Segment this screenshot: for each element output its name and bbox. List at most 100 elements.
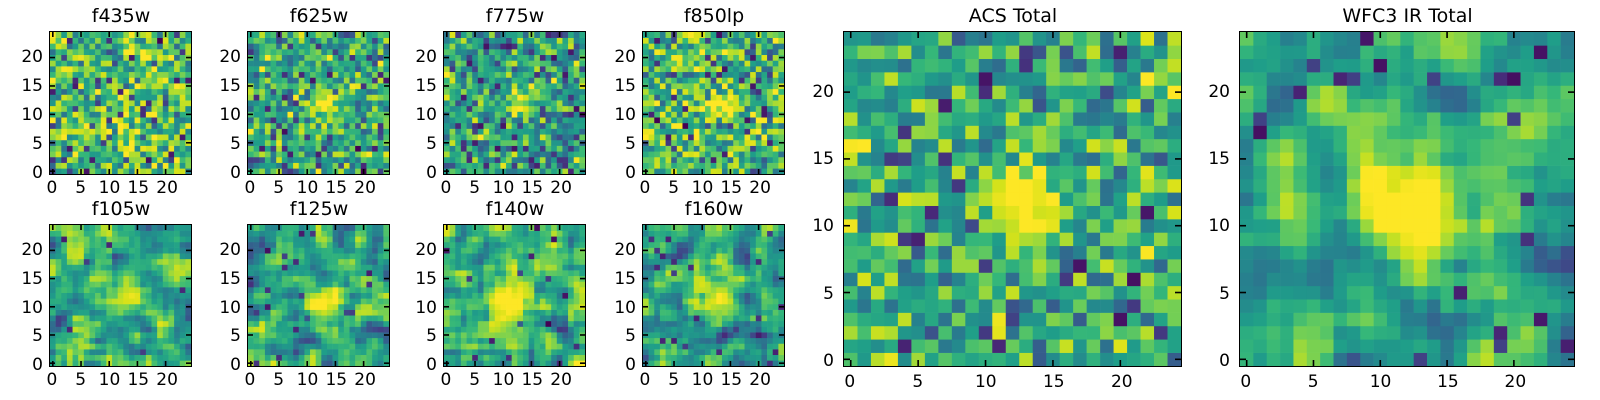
x-tick-label-f435w-5: 5 [75,178,87,198]
panel-acs-total: ACS Total 0 5 10 15 20 0 5 10 15 20 [812,5,1183,392]
panel-f435w: f435w 0 5 10 15 20 0 5 10 15 20 [21,5,193,198]
y-tick-label-f850lp-15: 15 [614,76,636,97]
x-tick-label-f160w-20: 20 [749,370,771,390]
x-tick-label-f160w-5: 5 [668,370,680,390]
y-tick-label-acs_total-5: 5 [823,283,834,304]
x-tick-label-f850lp-15: 15 [720,178,743,198]
x-tick-label-f850lp-0: 0 [639,178,651,198]
x-tick-label-f850lp-10: 10 [691,178,714,198]
heatmap-f850lp [642,31,785,175]
y-tick-label-f140w-0: 0 [426,355,437,376]
panel-f850lp: f850lp 0 5 10 15 20 0 5 10 15 20 [614,5,786,198]
panel-title-f160w: f160w [684,198,744,220]
y-tick-label-f435w-15: 15 [21,76,43,97]
y-tick-label-f105w-15: 15 [21,268,43,289]
x-tick-label-f105w-15: 15 [127,370,150,390]
y-tick-label-f160w-5: 5 [625,326,636,347]
y-tick-label-f775w-20: 20 [415,47,437,68]
x-tick-label-f435w-20: 20 [156,178,178,198]
y-tick-label-f850lp-5: 5 [625,134,636,155]
x-tick-label-f850lp-20: 20 [749,178,771,198]
x-tick-label-acs_total-20: 20 [1110,372,1133,392]
heatmap-acs-total [843,31,1182,367]
y-tick-label-f125w-10: 10 [219,297,241,318]
heatmap-f625w [247,31,390,175]
x-tick-label-f850lp-5: 5 [668,178,680,198]
panel-title-f435w: f435w [91,5,151,27]
x-tick-label-f775w-15: 15 [521,178,544,198]
x-tick-label-f125w-10: 10 [296,370,319,390]
x-tick-label-f435w-10: 10 [98,178,121,198]
panel-f160w: f160w 0 5 10 15 20 0 5 10 15 20 [614,198,786,390]
x-tick-label-f435w-0: 0 [46,178,58,198]
y-tick-label-f625w-5: 5 [230,134,241,155]
heatmap-f105w [49,224,192,367]
y-tick-label-f105w-10: 10 [21,297,43,318]
y-tick-label-f105w-20: 20 [21,239,43,260]
heatmap-f435w [49,31,192,175]
x-tick-label-wfc3_ir_total-10: 10 [1369,372,1392,392]
y-tick-label-f125w-5: 5 [230,326,241,347]
heatmap-f140w [443,224,586,367]
y-tick-label-f140w-10: 10 [415,297,437,318]
x-tick-label-f775w-10: 10 [492,178,515,198]
x-tick-label-acs_total-5: 5 [912,372,924,392]
y-tick-label-f850lp-10: 10 [614,105,636,126]
x-tick-label-f625w-10: 10 [296,178,319,198]
x-tick-label-acs_total-0: 0 [844,372,856,392]
panel-f125w: f125w 0 5 10 15 20 0 5 10 15 20 [219,198,391,390]
y-tick-label-f435w-0: 0 [32,163,43,184]
x-tick-label-f140w-0: 0 [440,370,452,390]
y-tick-label-f105w-0: 0 [32,355,43,376]
y-tick-label-f775w-15: 15 [415,76,437,97]
x-tick-label-wfc3_ir_total-15: 15 [1437,372,1459,392]
y-tick-label-acs_total-0: 0 [823,351,834,372]
x-tick-label-f140w-10: 10 [492,370,515,390]
x-tick-label-f775w-20: 20 [550,178,572,198]
x-tick-label-wfc3_ir_total-20: 20 [1504,372,1527,392]
x-tick-label-f775w-0: 0 [440,178,452,198]
y-tick-label-f625w-10: 10 [219,105,241,126]
panel-title-f125w: f125w [289,198,349,220]
panel-f775w: f775w 0 5 10 15 20 0 5 10 15 20 [415,5,587,198]
panel-title-f140w: f140w [485,198,545,220]
panel-f625w: f625w 0 5 10 15 20 0 5 10 15 20 [219,5,391,198]
x-tick-label-acs_total-10: 10 [974,372,997,392]
y-tick-label-f775w-0: 0 [426,163,437,184]
x-tick-label-f140w-5: 5 [469,370,481,390]
y-tick-label-f625w-0: 0 [230,163,241,184]
y-tick-label-acs_total-15: 15 [812,149,834,170]
heatmap-f125w [247,224,390,367]
y-tick-label-wfc3_ir_total-15: 15 [1208,149,1230,170]
panel-title-wfc3-ir-total: WFC3 IR Total [1342,5,1473,27]
y-tick-label-f625w-15: 15 [219,76,241,97]
x-tick-label-f625w-20: 20 [354,178,376,198]
x-tick-label-f105w-0: 0 [46,370,58,390]
y-tick-label-f625w-20: 20 [219,47,241,68]
y-tick-label-acs_total-20: 20 [812,81,834,102]
x-tick-label-f625w-0: 0 [244,178,256,198]
y-tick-label-f125w-0: 0 [230,355,241,376]
x-tick-label-wfc3_ir_total-5: 5 [1307,372,1319,392]
panel-f105w: f105w 0 5 10 15 20 0 5 10 15 20 [21,198,193,390]
y-tick-label-acs_total-10: 10 [812,216,834,237]
y-tick-label-wfc3_ir_total-5: 5 [1219,283,1230,304]
heatmap-f160w [642,224,785,367]
heatmap-wfc3-ir-total [1239,31,1575,367]
x-tick-label-f775w-5: 5 [469,178,481,198]
y-tick-label-f850lp-0: 0 [625,163,636,184]
y-tick-label-f105w-5: 5 [32,326,43,347]
x-tick-label-f140w-15: 15 [521,370,544,390]
y-tick-label-f160w-10: 10 [614,297,636,318]
y-tick-label-f435w-5: 5 [32,134,43,155]
y-tick-label-f775w-5: 5 [426,134,437,155]
x-tick-label-f435w-15: 15 [127,178,150,198]
x-tick-label-wfc3_ir_total-0: 0 [1240,372,1252,392]
x-tick-label-f125w-15: 15 [325,370,348,390]
panel-wfc3-ir-total: WFC3 IR Total 0 5 10 15 20 0 5 10 15 20 [1208,5,1576,392]
y-tick-label-f435w-20: 20 [21,47,43,68]
x-tick-label-acs_total-15: 15 [1042,372,1065,392]
panel-f140w: f140w 0 5 10 15 20 0 5 10 15 20 [415,198,587,390]
y-tick-label-f160w-20: 20 [614,239,636,260]
